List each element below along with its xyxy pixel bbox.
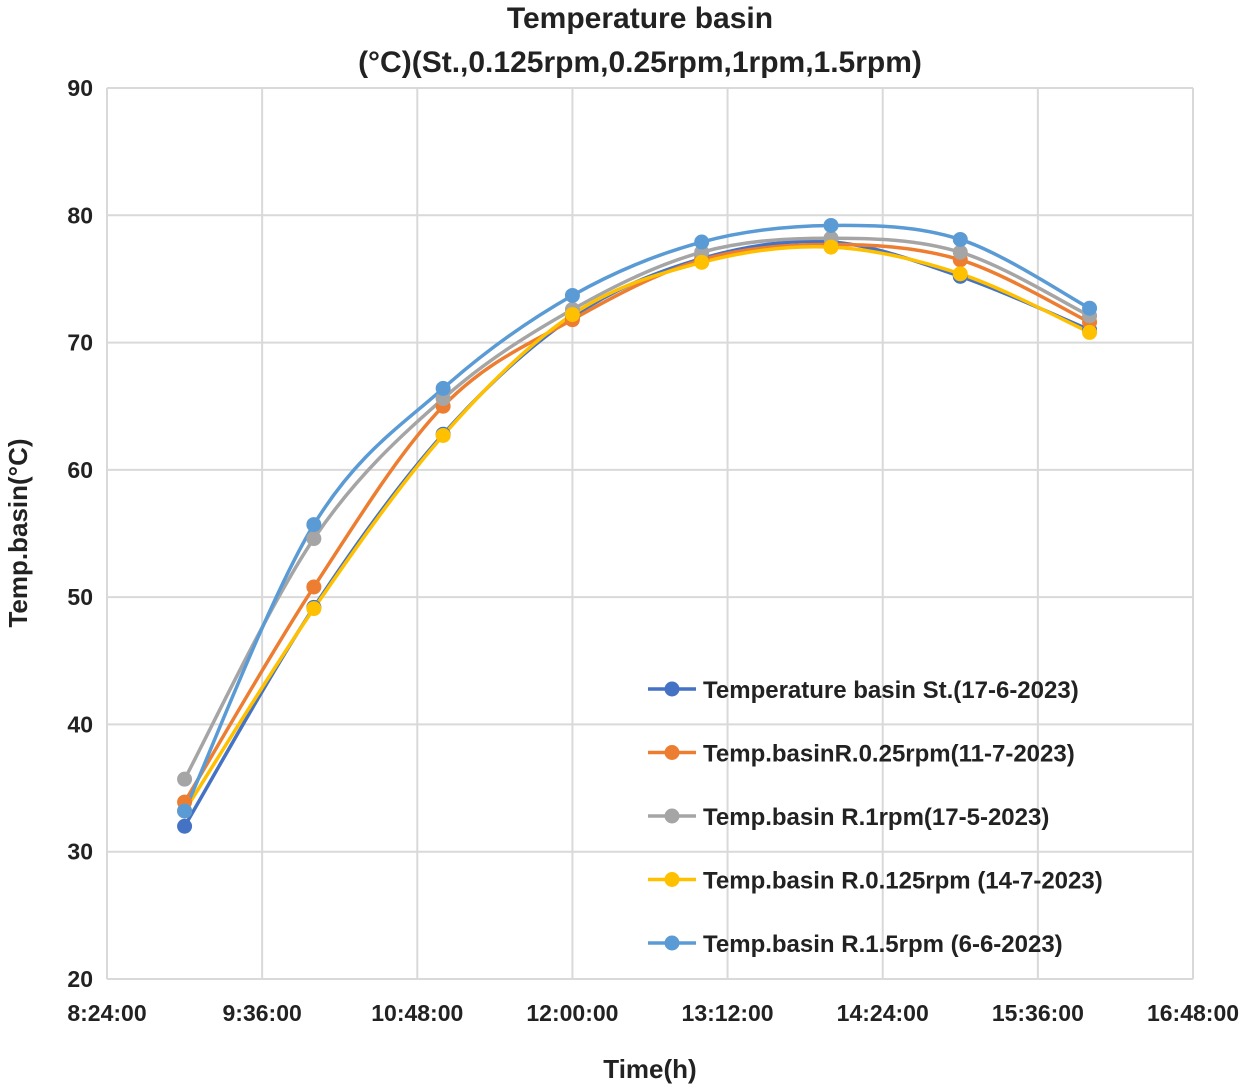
y-tick-label: 90 bbox=[67, 75, 93, 101]
x-axis-ticks: 8:24:00 9:36:00 10:48:00 12:00:00 13:12:00 14… bbox=[67, 1000, 1239, 1026]
x-tick-label: 14:24:00 bbox=[837, 1000, 929, 1026]
data-point-series-4 bbox=[1082, 324, 1098, 340]
data-point-series-5 bbox=[306, 517, 322, 533]
data-point-series-5 bbox=[177, 803, 193, 819]
data-point-series-4 bbox=[823, 239, 839, 255]
legend-marker-3 bbox=[664, 808, 680, 824]
y-tick-label: 40 bbox=[67, 711, 93, 737]
legend-label-4: Temp.basin R.0.125rpm (14-7-2023) bbox=[703, 868, 1103, 895]
legend-label-3: Temp.basin R.1rpm(17-5-2023) bbox=[703, 804, 1049, 831]
y-tick-label: 80 bbox=[67, 202, 93, 228]
data-point-series-5 bbox=[1082, 300, 1098, 316]
data-point-series-4 bbox=[435, 427, 451, 443]
x-axis-label: Time(h) bbox=[603, 1054, 696, 1084]
data-point-series-3 bbox=[952, 244, 968, 260]
data-point-series-4 bbox=[306, 601, 322, 617]
data-point-series-5 bbox=[564, 287, 580, 303]
data-point-series-4 bbox=[952, 266, 968, 282]
legend-label-1: Temperature basin St.(17-6-2023) bbox=[703, 677, 1079, 704]
legend-label-2: Temp.basinR.0.25rpm(11-7-2023) bbox=[703, 741, 1075, 768]
series-markers bbox=[177, 217, 1098, 834]
data-point-series-5 bbox=[694, 234, 710, 250]
legend-marker-1 bbox=[664, 681, 680, 697]
legend-marker-2 bbox=[664, 745, 680, 760]
data-point-series-5 bbox=[952, 231, 968, 247]
chart-title-line-1: Temperature basin bbox=[507, 2, 773, 35]
x-tick-label: 16:48:00 bbox=[1147, 1000, 1239, 1026]
legend-marker-4 bbox=[664, 872, 680, 887]
data-point-series-4 bbox=[694, 254, 710, 270]
x-tick-label: 13:12:00 bbox=[682, 1000, 774, 1026]
y-axis-ticks: 20 30 40 50 60 70 80 90 bbox=[67, 75, 93, 992]
data-point-series-2 bbox=[306, 579, 322, 595]
y-tick-label: 60 bbox=[67, 457, 93, 483]
x-tick-label: 10:48:00 bbox=[371, 1000, 463, 1026]
data-point-series-5 bbox=[435, 380, 451, 396]
x-tick-label: 15:36:00 bbox=[992, 1000, 1084, 1026]
series-line-5 bbox=[182, 223, 1091, 812]
data-point-series-4 bbox=[564, 307, 580, 323]
y-axis-label: Temp.basin(°C) bbox=[3, 438, 33, 627]
gridlines bbox=[106, 87, 1194, 980]
y-tick-label: 70 bbox=[67, 330, 93, 356]
x-tick-label: 12:00:00 bbox=[526, 1000, 618, 1026]
x-tick-label: 8:24:00 bbox=[67, 1000, 146, 1026]
chart-title-line-2: (°C)(St.,0.125rpm,0.25rpm,1rpm,1.5rpm) bbox=[358, 46, 922, 79]
legend: Temperature basin St.(17-6-2023) Temp.bas… bbox=[648, 677, 1103, 958]
y-tick-label: 50 bbox=[67, 584, 93, 610]
legend-label-5: Temp.basin R.1.5rpm (6-6-2023) bbox=[703, 931, 1063, 958]
y-tick-label: 20 bbox=[67, 966, 93, 992]
data-point-series-1 bbox=[177, 818, 193, 834]
series-line-1 bbox=[183, 239, 1091, 828]
legend-marker-5 bbox=[664, 935, 680, 951]
data-point-series-3 bbox=[177, 771, 193, 787]
y-tick-label: 30 bbox=[67, 839, 93, 865]
data-point-series-5 bbox=[823, 217, 839, 233]
x-tick-label: 9:36:00 bbox=[223, 1000, 302, 1026]
data-point-series-3 bbox=[306, 531, 322, 547]
